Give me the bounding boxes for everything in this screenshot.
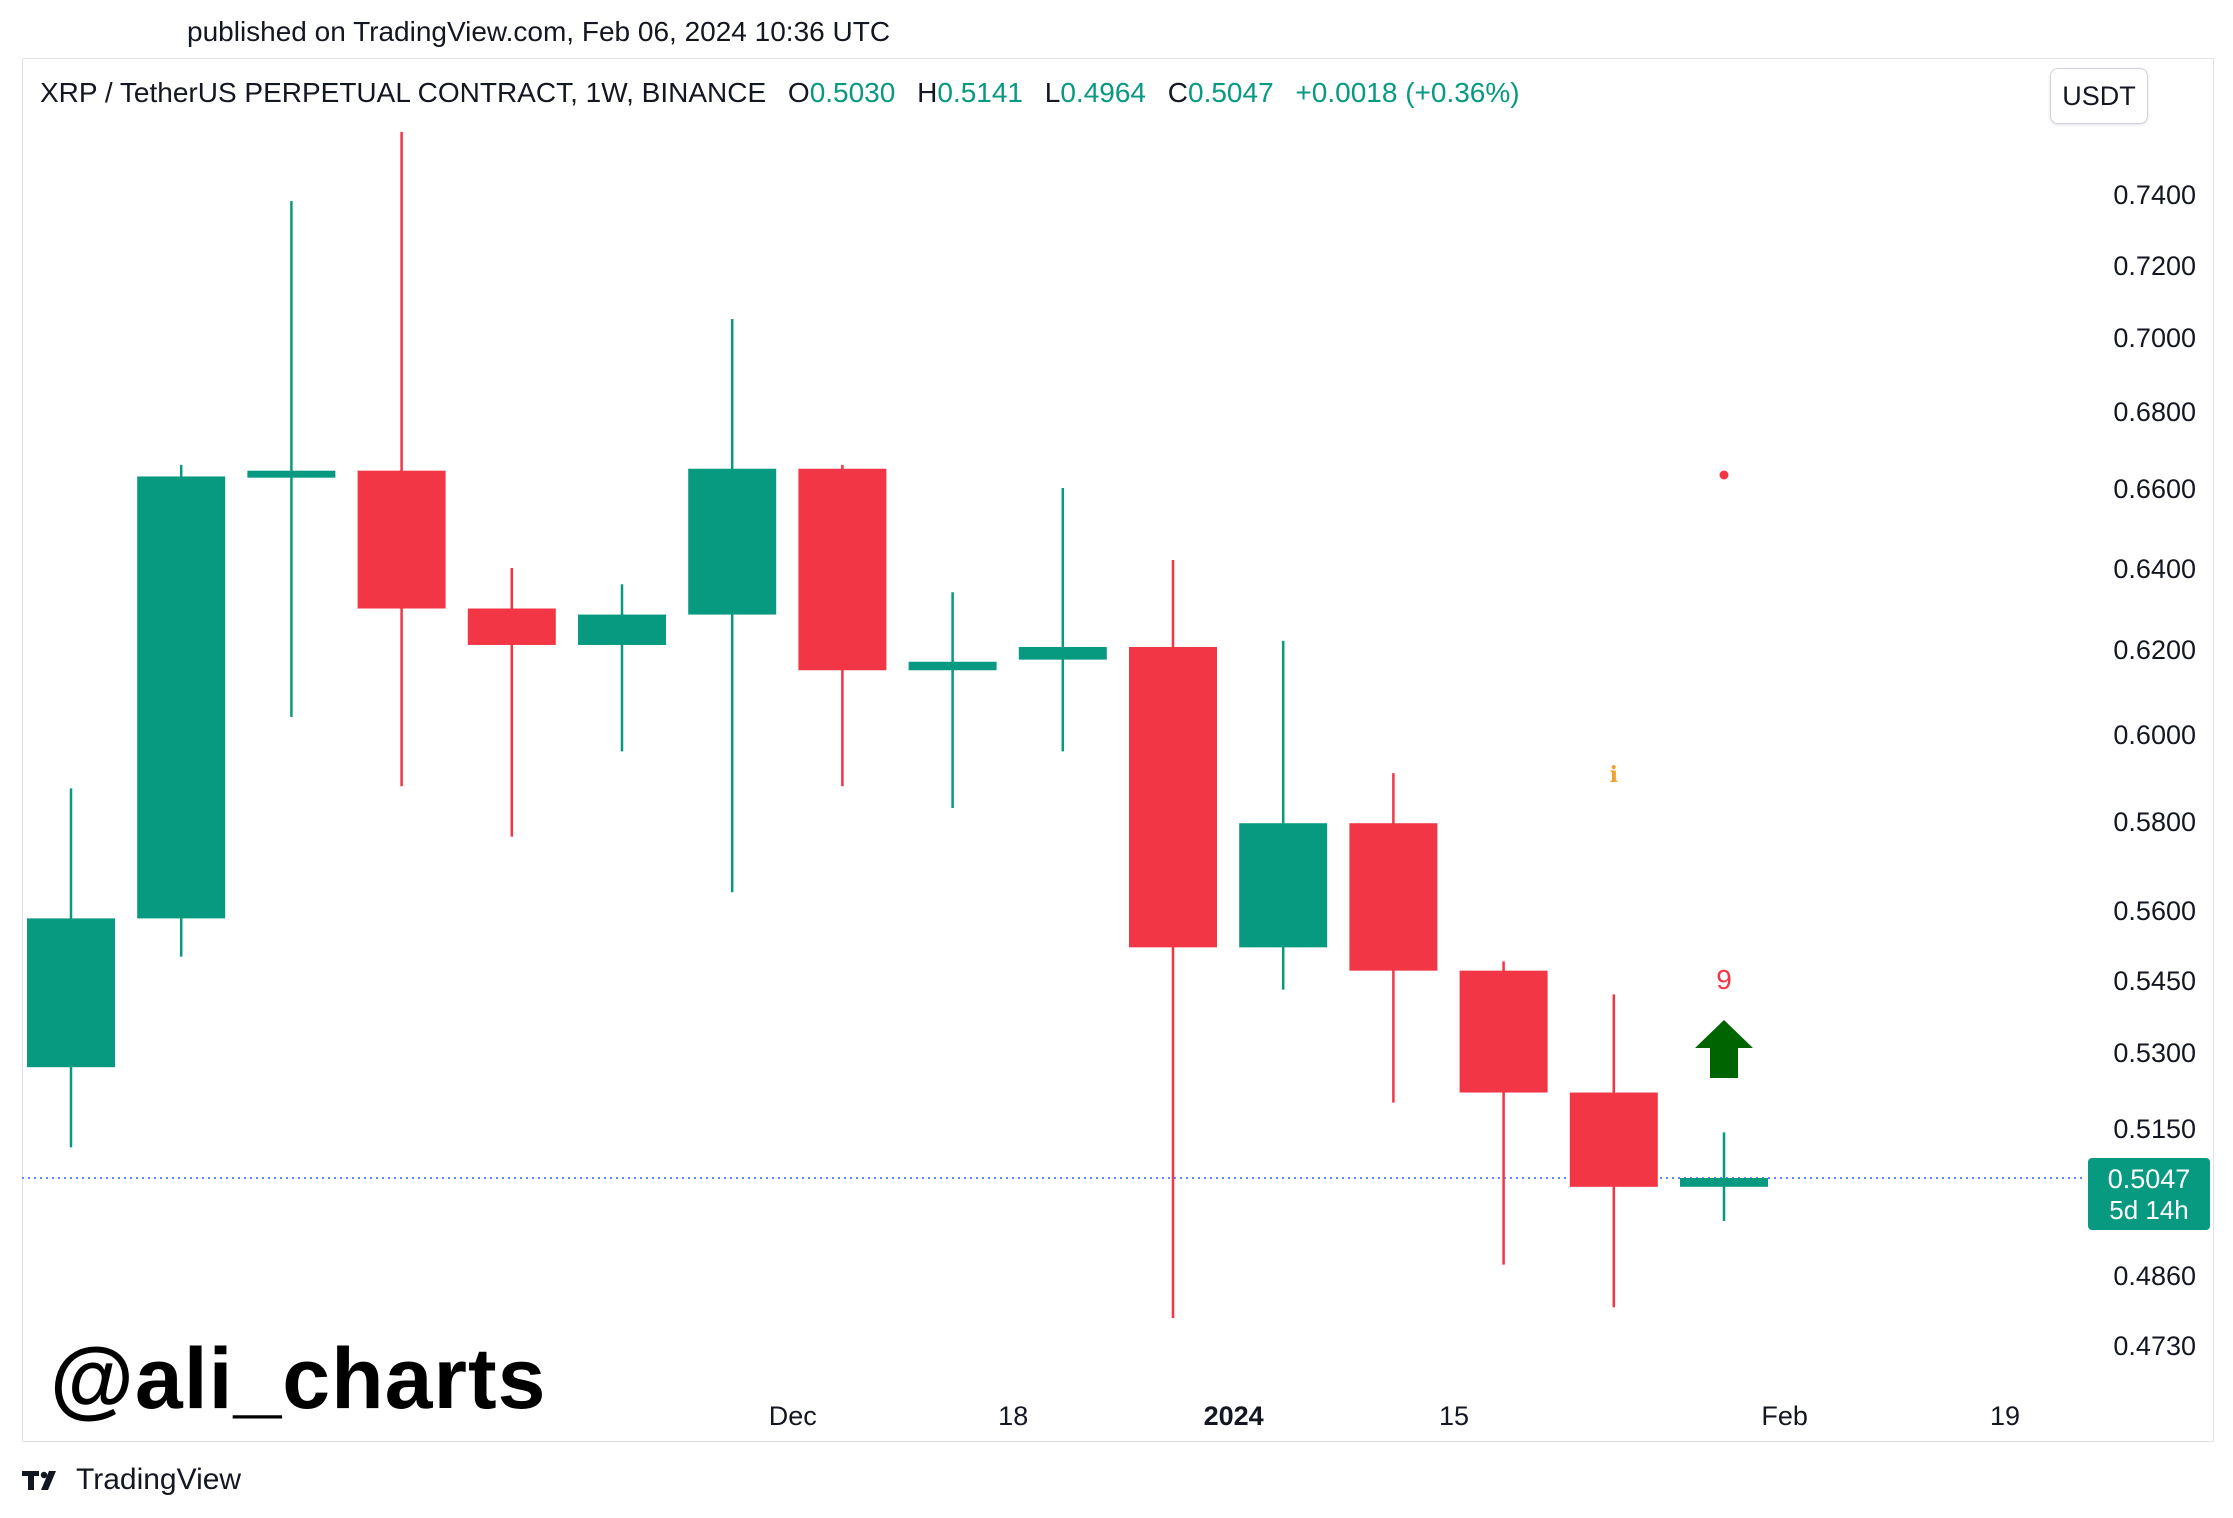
high-value: 0.5141: [937, 77, 1023, 108]
candle: [1459, 961, 1548, 1265]
y-tick-label: 0.7400: [2113, 180, 2196, 210]
y-tick-label: 0.7000: [2113, 323, 2196, 353]
y-tick-label: 0.5150: [2113, 1114, 2196, 1144]
open-label: O: [787, 77, 810, 108]
x-tick-label: 19: [1990, 1401, 2020, 1431]
candle: [798, 464, 887, 787]
y-tick-label: 0.6600: [2113, 474, 2196, 504]
last-price-value: 0.5047: [2108, 1164, 2191, 1194]
info-marker: i: [1610, 762, 1618, 788]
close-label: C: [1167, 77, 1188, 108]
symbol-name[interactable]: XRP / TetherUS PERPETUAL CONTRACT, 1W, B…: [40, 77, 767, 108]
candle-body: [1129, 646, 1217, 948]
candle-body: [798, 468, 887, 671]
candle: [1680, 1132, 1768, 1222]
candle-body: [908, 661, 997, 671]
low-value: 0.4964: [1060, 77, 1146, 108]
candle: [1569, 994, 1658, 1308]
candle: [908, 592, 997, 808]
candle: [688, 319, 777, 893]
y-tick-label: 0.4730: [2113, 1331, 2196, 1361]
y-tick-label: 0.5600: [2113, 896, 2196, 926]
chart-frame: [22, 58, 2214, 1442]
candle-body: [1018, 646, 1107, 660]
y-tick-label: 0.5300: [2113, 1038, 2196, 1068]
tradingview-logo-icon: [22, 1471, 56, 1490]
candle-body: [27, 918, 115, 1068]
annotations: i9: [1610, 470, 1753, 1078]
change-value: +0.0018 (+0.36%): [1295, 77, 1520, 108]
candle-body: [467, 608, 556, 645]
published-note: published on TradingView.com, Feb 06, 20…: [187, 16, 891, 47]
candle-body: [688, 468, 777, 615]
candle: [578, 584, 666, 752]
candle-body: [357, 470, 446, 609]
tradingview-name: TradingView: [76, 1463, 242, 1496]
author-watermark: @ali_charts: [50, 1331, 547, 1427]
candle-body: [137, 476, 226, 919]
signal-dot: [1719, 470, 1729, 480]
y-tick-label: 0.5450: [2113, 966, 2196, 996]
sequential-count: 9: [1716, 964, 1732, 995]
open-value: 0.5030: [809, 77, 896, 108]
y-tick-label: 0.7200: [2113, 251, 2196, 281]
time-axis: Dec 18 2024 15 Feb 19: [769, 1401, 2020, 1431]
candle-body: [1569, 1092, 1658, 1187]
currency-button[interactable]: USDT: [2050, 68, 2148, 124]
symbol-legend: XRP / TetherUS PERPETUAL CONTRACT, 1W, B…: [40, 77, 1520, 109]
candle: [27, 788, 115, 1148]
price-axis: 0.7400 0.7200 0.7000 0.6800 0.6600 0.6400 0.62…: [2113, 180, 2196, 1361]
candle-body: [1349, 823, 1438, 971]
last-price-badge-bg: [2088, 1158, 2210, 1230]
candle: [467, 568, 556, 837]
y-tick-label: 0.6000: [2113, 720, 2196, 750]
low-label: L: [1044, 77, 1061, 108]
close-value: 0.5047: [1188, 77, 1274, 108]
candle-body: [1239, 823, 1328, 948]
candle: [137, 464, 226, 957]
x-tick-label: Dec: [769, 1401, 817, 1431]
candle: [1239, 640, 1328, 990]
candle-body: [1459, 970, 1548, 1093]
x-tick-label: 18: [998, 1401, 1028, 1431]
y-tick-label: 0.6200: [2113, 635, 2196, 665]
y-tick-label: 0.6800: [2113, 397, 2196, 427]
high-label: H: [917, 77, 938, 108]
candle: [357, 131, 446, 787]
candle: [1129, 560, 1217, 1319]
candle: [1349, 773, 1438, 1103]
y-tick-label: 0.4860: [2113, 1261, 2196, 1291]
x-tick-label: 2024: [1204, 1401, 1264, 1431]
candle: [1018, 488, 1107, 752]
candle: [247, 201, 336, 717]
x-tick-label: Feb: [1761, 1401, 1808, 1431]
candle-body: [1680, 1178, 1768, 1187]
y-tick-label: 0.6400: [2113, 554, 2196, 584]
bar-countdown: 5d 14h: [2109, 1195, 2189, 1225]
y-tick-label: 0.5800: [2113, 807, 2196, 837]
x-tick-label: 15: [1439, 1401, 1469, 1431]
candles: [27, 131, 1768, 1319]
buy-arrow-icon: [1695, 1020, 1753, 1078]
candle-body: [247, 470, 336, 478]
tradingview-brand[interactable]: TradingView: [22, 1463, 241, 1497]
candle-body: [578, 614, 666, 645]
